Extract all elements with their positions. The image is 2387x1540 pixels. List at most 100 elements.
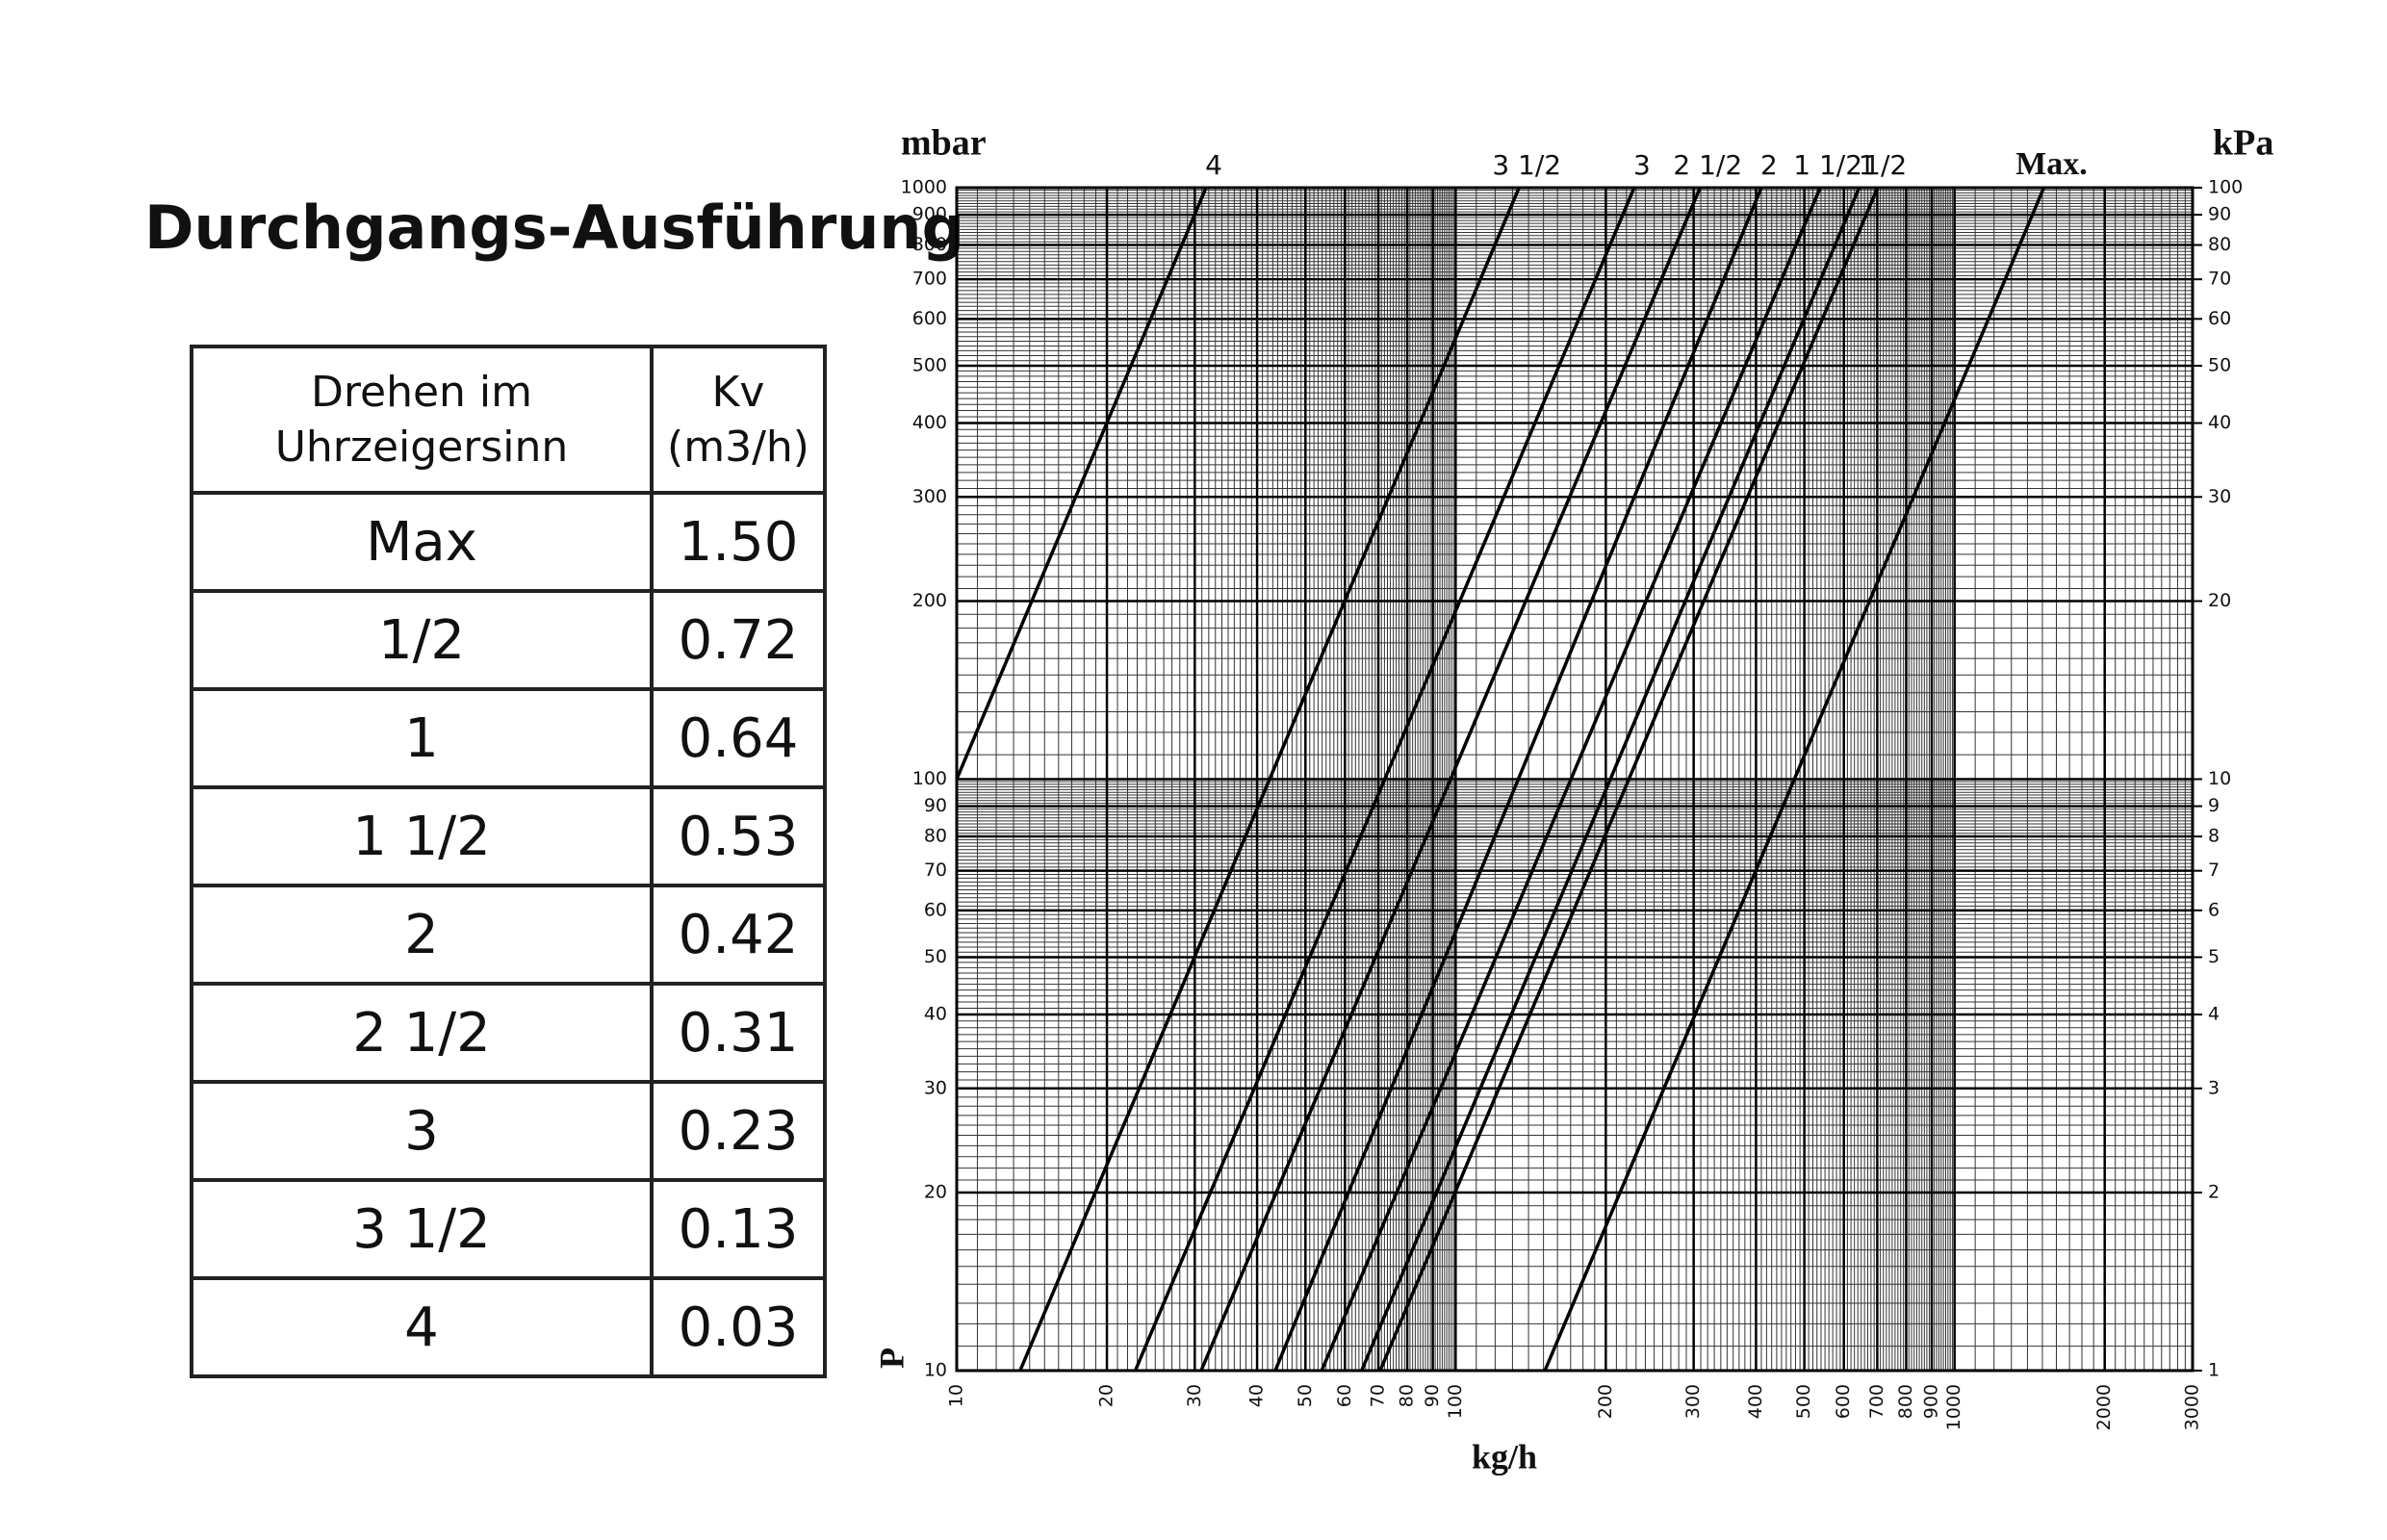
table-cell: 0.31 <box>650 982 827 1084</box>
curve-label: 1/2 <box>1863 149 1907 181</box>
curve-label: Max. <box>2015 146 2088 182</box>
y-tick-label: 900 <box>912 204 947 225</box>
x-axis-label: kg/h <box>1472 1437 1537 1476</box>
header-cell: Drehen im Uhrzeigersinn <box>190 345 654 495</box>
table-cell: 0.64 <box>650 687 827 789</box>
y-tick-label: 30 <box>924 1077 947 1098</box>
kv-table: Drehen im Uhrzeigersinn Kv (m3/h) Max 1.5… <box>190 345 827 1378</box>
x-tick-label: 40 <box>1246 1384 1268 1407</box>
table-cell: 0.03 <box>650 1276 827 1378</box>
x-tick-label: 100 <box>1445 1384 1466 1419</box>
y-tick-label: 400 <box>912 412 947 433</box>
y2-tick-label: 20 <box>2208 590 2231 611</box>
x-tick-label: 20 <box>1096 1384 1117 1407</box>
y2-tick-label: 80 <box>2208 234 2231 255</box>
y2-tick-label: 70 <box>2208 269 2231 290</box>
y2-tick-label: 50 <box>2208 354 2231 375</box>
curve-label: 1 1/2 <box>1793 149 1862 181</box>
y2-tick-label: 10 <box>2208 768 2231 789</box>
table-row: Max 1.50 <box>190 491 827 593</box>
y-tick-label: 300 <box>912 486 947 507</box>
table-row: 2 1/2 0.31 <box>190 982 827 1084</box>
table-cell: 2 <box>190 884 654 986</box>
curve-label: 3 <box>1633 149 1651 181</box>
x-tick-label: 50 <box>1295 1384 1316 1407</box>
y-tick-label: 800 <box>912 234 947 255</box>
table-cell: 1 1/2 <box>190 785 654 887</box>
curve-label: 2 <box>1760 149 1778 181</box>
y2-tick-label: 60 <box>2208 308 2231 329</box>
y-tick-label: 20 <box>924 1182 947 1203</box>
y2-tick-label: 90 <box>2208 204 2231 225</box>
y-tick-label: 500 <box>912 354 947 375</box>
table-cell: Max <box>190 491 654 593</box>
table-cell: 0.72 <box>650 589 827 691</box>
y2-tick-label: 2 <box>2208 1182 2220 1203</box>
y2-tick-label: 8 <box>2208 826 2220 847</box>
y-tick-label: 1000 <box>901 177 947 198</box>
y2-tick-label: 1 <box>2208 1360 2220 1381</box>
y-tick-label: 40 <box>924 1004 947 1025</box>
table-cell: 0.13 <box>650 1178 827 1280</box>
x-tick-label: 600 <box>1833 1384 1854 1419</box>
y-tick-label: 700 <box>912 269 947 290</box>
table-row: 1 0.64 <box>190 687 827 789</box>
curve-label: 4 <box>1205 149 1222 181</box>
y-axis-label: P <box>872 1348 911 1369</box>
y2-tick-label: 4 <box>2208 1004 2220 1025</box>
x-tick-label: 30 <box>1184 1384 1205 1407</box>
y2-unit: kPa <box>2213 123 2273 164</box>
x-tick-label: 80 <box>1397 1384 1418 1407</box>
y-tick-label: 50 <box>924 946 947 967</box>
x-tick-label: 70 <box>1368 1384 1389 1407</box>
table-row: 1/2 0.72 <box>190 589 827 691</box>
curve <box>1378 187 1880 1372</box>
x-tick-label: 60 <box>1334 1384 1355 1407</box>
curve <box>1273 187 1763 1372</box>
table-row: 2 0.42 <box>190 884 827 986</box>
y2-tick-label: 100 <box>2208 177 2243 198</box>
curve-label: 2 1/2 <box>1673 149 1742 181</box>
curve <box>1320 187 1822 1372</box>
curve <box>1360 187 1861 1372</box>
x-tick-label: 300 <box>1682 1384 1704 1419</box>
table-cell: 3 <box>190 1080 654 1182</box>
y2-tick-label: 30 <box>2208 486 2231 507</box>
table-cell: 1 <box>190 687 654 789</box>
table-cell: 4 <box>190 1276 654 1378</box>
y-tick-label: 70 <box>924 860 947 881</box>
y-tick-label: 90 <box>924 795 947 816</box>
x-tick-label: 800 <box>1895 1384 1916 1419</box>
curve <box>1133 187 1636 1372</box>
table-cell: 0.23 <box>650 1080 827 1182</box>
x-tick-label: 400 <box>1745 1384 1766 1419</box>
curve-label: 3 1/2 <box>1492 149 1561 181</box>
y2-tick-label: 40 <box>2208 412 2231 433</box>
table-row: 1 1/2 0.53 <box>190 785 827 887</box>
y-tick-label: 80 <box>924 826 947 847</box>
table-cell: 1/2 <box>190 589 654 691</box>
y-tick-label: 100 <box>912 768 947 789</box>
table-cell: 2 1/2 <box>190 982 654 1084</box>
y2-tick-label: 7 <box>2208 860 2220 881</box>
x-tick-label: 700 <box>1866 1384 1887 1419</box>
page-title: Durchgangs-Ausführung <box>144 192 964 263</box>
x-tick-label: 2000 <box>2093 1384 2115 1430</box>
x-tick-label: 200 <box>1595 1384 1616 1419</box>
table-cell: 1.50 <box>650 491 827 593</box>
curve <box>1199 187 1702 1372</box>
table-row: 3 0.23 <box>190 1080 827 1182</box>
table-cell: 0.53 <box>650 785 827 887</box>
y-tick-label: 60 <box>924 899 947 920</box>
y2-tick-label: 5 <box>2208 946 2220 967</box>
table-cell: 3 1/2 <box>190 1178 654 1280</box>
table-header: Drehen im Uhrzeigersinn Kv (m3/h) <box>190 345 827 495</box>
curve <box>955 187 1208 781</box>
y2-tick-label: 3 <box>2208 1077 2220 1098</box>
table-cell: 0.42 <box>650 884 827 986</box>
curve <box>1018 187 1521 1372</box>
x-tick-label: 500 <box>1793 1384 1814 1419</box>
x-tick-label: 1000 <box>1943 1384 1964 1430</box>
